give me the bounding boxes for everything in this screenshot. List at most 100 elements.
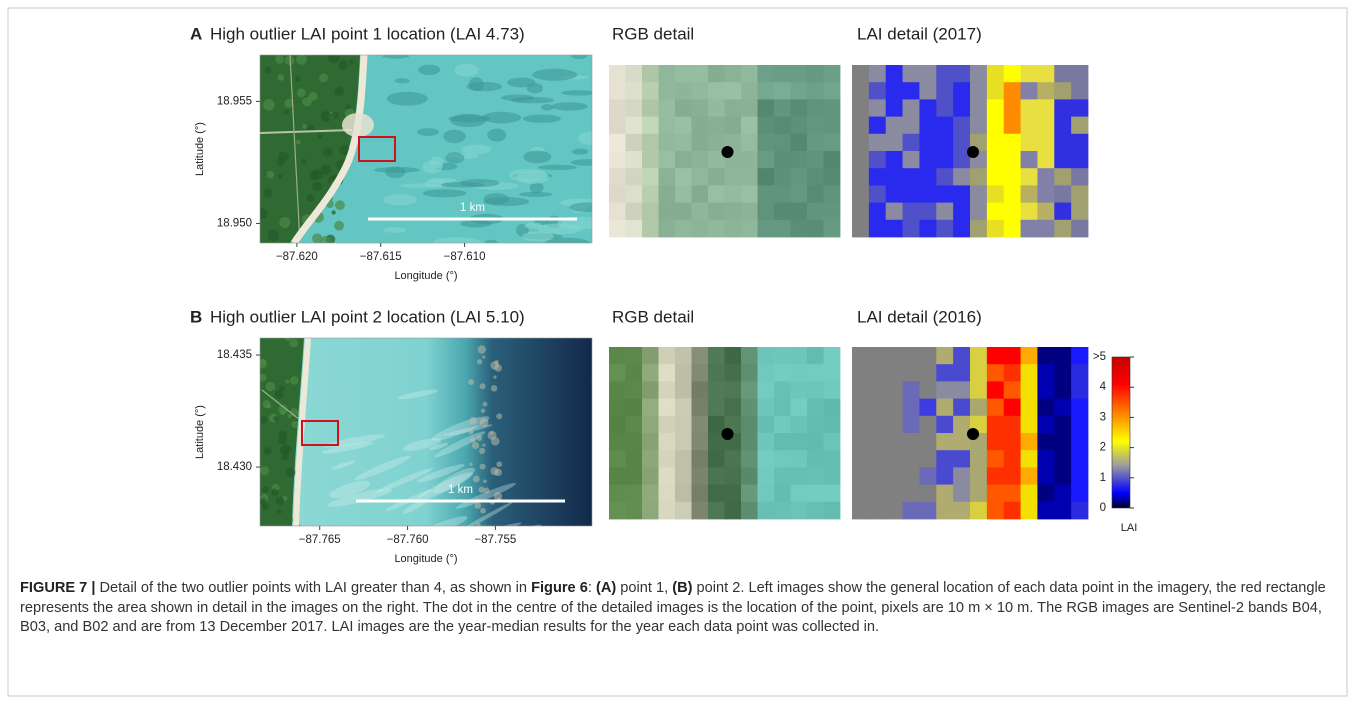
pixel <box>1021 347 1038 365</box>
reef-texture <box>480 508 486 514</box>
pixel <box>824 220 841 238</box>
reef-texture <box>483 402 488 407</box>
pixel <box>609 347 626 365</box>
pixel <box>659 433 676 451</box>
shallow-texture <box>483 543 545 570</box>
vegetation-texture <box>277 74 284 81</box>
vegetation-texture <box>282 445 291 454</box>
pixel <box>869 502 886 520</box>
pixel <box>903 416 920 434</box>
vegetation-texture <box>271 489 278 496</box>
pixel <box>675 151 692 169</box>
pixel <box>824 168 841 186</box>
pixel <box>1071 168 1088 186</box>
vegetation-texture <box>260 466 269 475</box>
pixel <box>953 99 970 117</box>
pixel <box>807 364 824 382</box>
pixel <box>725 485 742 503</box>
pixel <box>609 134 626 152</box>
vegetation-texture <box>296 54 307 65</box>
pixel <box>774 185 791 203</box>
pixel <box>807 381 824 399</box>
reef-texture <box>478 345 486 353</box>
pixel <box>642 381 659 399</box>
pixel <box>791 117 808 135</box>
pixel <box>1021 134 1038 152</box>
pixel <box>919 381 936 399</box>
pixel <box>692 381 709 399</box>
pixel <box>936 347 953 365</box>
vegetation-texture <box>349 60 354 65</box>
pixel <box>987 502 1004 520</box>
reef-texture <box>490 361 498 369</box>
reef-texture <box>477 359 482 364</box>
pixel <box>758 65 775 83</box>
panel-title: High outlier LAI point 1 location (LAI 4… <box>210 24 525 43</box>
pixel <box>852 117 869 135</box>
reef-patch <box>527 83 543 93</box>
pixel <box>919 347 936 365</box>
pixel <box>741 364 758 382</box>
pixel <box>953 450 970 468</box>
pixel <box>970 485 987 503</box>
pixel <box>1071 82 1088 100</box>
pixel <box>692 151 709 169</box>
vegetation-texture <box>290 376 299 385</box>
reef-texture <box>496 413 502 419</box>
pixel <box>692 65 709 83</box>
pixel <box>903 65 920 83</box>
pixel <box>886 502 903 520</box>
pixel <box>642 467 659 485</box>
pixel <box>659 502 676 520</box>
pixel <box>1037 502 1054 520</box>
pixel <box>970 99 987 117</box>
pixel <box>953 168 970 186</box>
pixel <box>1054 467 1071 485</box>
pixel <box>953 381 970 399</box>
y-axis-label: Latitude (°) <box>194 405 206 459</box>
reef-texture <box>480 418 489 427</box>
pixel <box>774 168 791 186</box>
pixel <box>708 399 725 417</box>
pixel <box>936 381 953 399</box>
reef-texture <box>477 435 483 441</box>
pixel <box>970 364 987 382</box>
pixel <box>1037 450 1054 468</box>
reef-patch <box>519 192 553 197</box>
pixel <box>1037 151 1054 169</box>
vegetation-texture <box>321 111 332 122</box>
pixel <box>725 203 742 221</box>
x-axis-label: Longitude (°) <box>394 553 457 565</box>
pixel <box>791 399 808 417</box>
pixel <box>953 347 970 365</box>
pixel <box>869 99 886 117</box>
pixel <box>936 502 953 520</box>
pixel <box>852 347 869 365</box>
pixel <box>626 450 643 468</box>
pixel <box>774 467 791 485</box>
pixel <box>708 168 725 186</box>
pixel <box>758 99 775 117</box>
pixel <box>758 117 775 135</box>
shallow-texture <box>484 545 546 580</box>
reef-patch <box>422 160 442 173</box>
pixel <box>659 381 676 399</box>
point-location <box>722 428 734 440</box>
pixel <box>609 381 626 399</box>
pixel <box>824 117 841 135</box>
pixel <box>758 381 775 399</box>
pixel <box>852 502 869 520</box>
pixel <box>852 82 869 100</box>
pixel <box>807 450 824 468</box>
pixel <box>953 117 970 135</box>
pixel <box>659 347 676 365</box>
pixel <box>1054 203 1071 221</box>
pixel <box>869 65 886 83</box>
pixel <box>725 99 742 117</box>
pixel <box>852 134 869 152</box>
pixel <box>1037 134 1054 152</box>
pixel <box>609 203 626 221</box>
pixel <box>1054 381 1071 399</box>
pixel <box>919 433 936 451</box>
pixel <box>970 117 987 135</box>
